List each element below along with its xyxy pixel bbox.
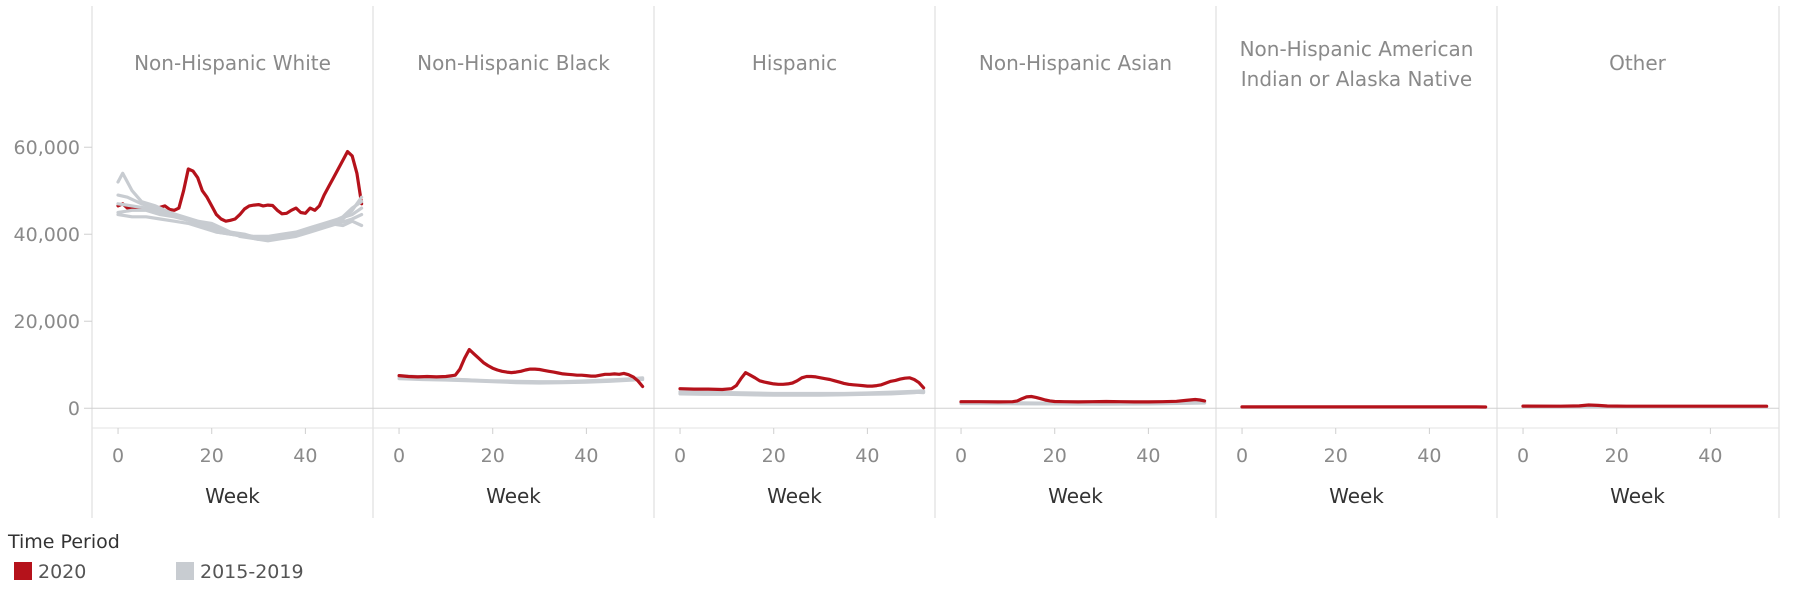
x-tick-label: 0 <box>674 445 686 467</box>
series-line-2015-2019 <box>959 401 1207 406</box>
x-axis-title: Week <box>205 484 260 508</box>
series-line-2020 <box>397 347 645 389</box>
legend-item-2015-2019[interactable]: 2015-2019 <box>176 561 304 583</box>
x-tick-label: 40 <box>1417 445 1441 467</box>
x-tick-label: 20 <box>200 445 224 467</box>
x-tick-label: 20 <box>1043 445 1067 467</box>
grid-layer <box>84 6 1780 518</box>
x-tick-label: 40 <box>1698 445 1722 467</box>
x-tick-label: 20 <box>1605 445 1629 467</box>
x-tick-label: 40 <box>293 445 317 467</box>
legend-item-2020[interactable]: 2020 <box>14 561 86 583</box>
x-axis-title: Week <box>1048 484 1103 508</box>
x-axis-title: Week <box>1329 484 1384 508</box>
series-line-2015-2019 <box>678 390 926 396</box>
legend-title: Time Period <box>8 531 120 553</box>
series-line-2020 <box>959 394 1207 404</box>
panel-title: Hispanic <box>752 51 837 75</box>
x-axis-title: Week <box>767 484 822 508</box>
y-tick-label: 40,000 <box>14 224 80 246</box>
legend-swatch-2015-2019 <box>176 562 194 580</box>
y-tick-label: 0 <box>68 398 80 420</box>
y-tick-label: 60,000 <box>14 137 80 159</box>
panel-title: Indian or Alaska Native <box>1241 67 1472 91</box>
panel-title: Non-Hispanic Black <box>417 51 610 75</box>
x-tick-label: 0 <box>112 445 124 467</box>
x-axis-title: Week <box>486 484 541 508</box>
y-tick-label: 20,000 <box>14 311 80 333</box>
panel-title: Non-Hispanic American <box>1240 37 1474 61</box>
x-tick-label: 0 <box>955 445 967 467</box>
text-layer: 0 20,000 40,000 60,000 Non-Hispanic White 0 20… <box>14 37 1723 508</box>
series-layer <box>116 150 1769 409</box>
x-tick-label: 40 <box>574 445 598 467</box>
x-tick-label: 20 <box>481 445 505 467</box>
x-tick-label: 0 <box>1517 445 1529 467</box>
series-line-2015-2019 <box>116 213 364 241</box>
panel-title: Other <box>1609 51 1667 75</box>
legend-swatch-2020 <box>14 562 32 580</box>
x-tick-label: 40 <box>1136 445 1160 467</box>
x-tick-label: 20 <box>762 445 786 467</box>
legend-label-2015-2019: 2015-2019 <box>200 561 304 583</box>
x-tick-label: 20 <box>1324 445 1348 467</box>
x-tick-label: 0 <box>1236 445 1248 467</box>
series-line-2015-2019 <box>397 377 645 385</box>
x-tick-label: 40 <box>855 445 879 467</box>
panel-title: Non-Hispanic White <box>134 51 331 75</box>
panel-title: Non-Hispanic Asian <box>979 51 1172 75</box>
series-line-2015-2019 <box>116 195 364 241</box>
x-tick-label: 0 <box>393 445 405 467</box>
series-line-2020 <box>678 371 926 392</box>
series-line-2020 <box>1521 403 1769 408</box>
x-axis-title: Week <box>1610 484 1665 508</box>
legend-label-2020: 2020 <box>38 561 87 583</box>
